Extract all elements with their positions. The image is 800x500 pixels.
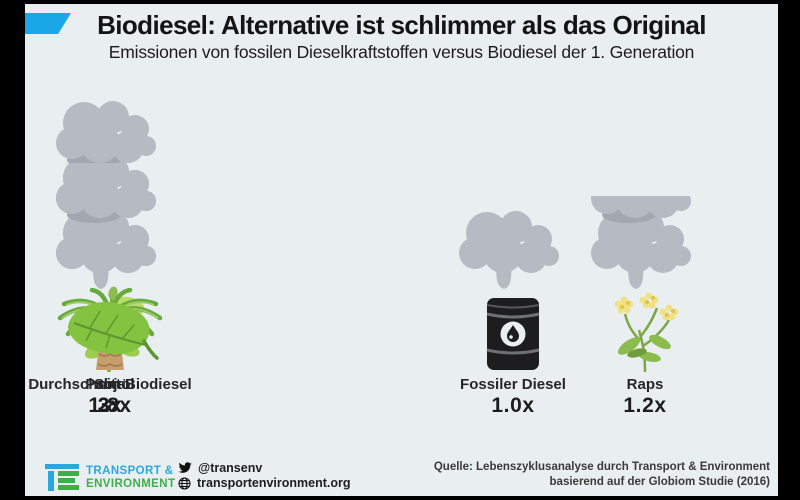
chart-column-raps: Raps 1.2x (560, 92, 730, 418)
brand-name-line1: TRANSPORT & (86, 464, 174, 477)
oil-barrel-icon (486, 298, 540, 370)
smoke-cloud-stack (453, 209, 573, 290)
brand-name-line2: ENVIRONMENT (86, 477, 176, 490)
column-label: Durchschnitt Biodiesel (28, 376, 192, 393)
column-label: Raps (626, 376, 664, 393)
footer: TRANSPORT & ENVIRONMENT @transenv (45, 459, 770, 493)
column-label: Palmöl (85, 376, 135, 393)
chart-column-durchschnitt-biodiesel: Durchschnitt Biodiesel 1.8x (25, 92, 195, 418)
column-value: 1.0x (491, 394, 535, 417)
column-label: Fossiler Diesel (460, 376, 566, 393)
column-value: 1.2x (623, 394, 667, 417)
page-title: Biodiesel: Alternative ist schlimmer als… (97, 10, 706, 40)
column-value: 3x (97, 394, 123, 417)
smoke-cloud-stack (50, 163, 170, 290)
smoke-cloud-stack (585, 196, 705, 290)
column-value: 2x (97, 394, 123, 417)
globe-icon (178, 476, 191, 490)
website-url: transportenvironment.org (197, 476, 351, 490)
twitter-handle: @transenv (198, 461, 263, 475)
transport-environment-logo: TRANSPORT & ENVIRONMENT (45, 464, 175, 491)
leaf-icon (68, 301, 159, 360)
chart-column-fossiler-diesel: Fossiler Diesel 1.0x (428, 92, 598, 418)
source-line1: Quelle: Lebenszyklusanalyse durch Transp… (433, 460, 770, 473)
source-attribution: Quelle: Lebenszyklusanalyse durch Transp… (434, 460, 770, 491)
rapeseed-flower-icon (614, 292, 679, 372)
accent-flag (25, 13, 71, 34)
source-line2: basierend auf der Globiom Studie (2016) (549, 476, 770, 489)
twitter-icon (178, 462, 192, 473)
page-subtitle: Emissionen von fossilen Dieselkraftstoff… (108, 42, 695, 62)
te-logo-icon (45, 464, 79, 491)
column-label: Soja (94, 376, 126, 393)
column-value: 1.8x (88, 394, 132, 417)
poster-canvas: Biodiesel: Alternative ist schlimmer als… (25, 4, 778, 496)
